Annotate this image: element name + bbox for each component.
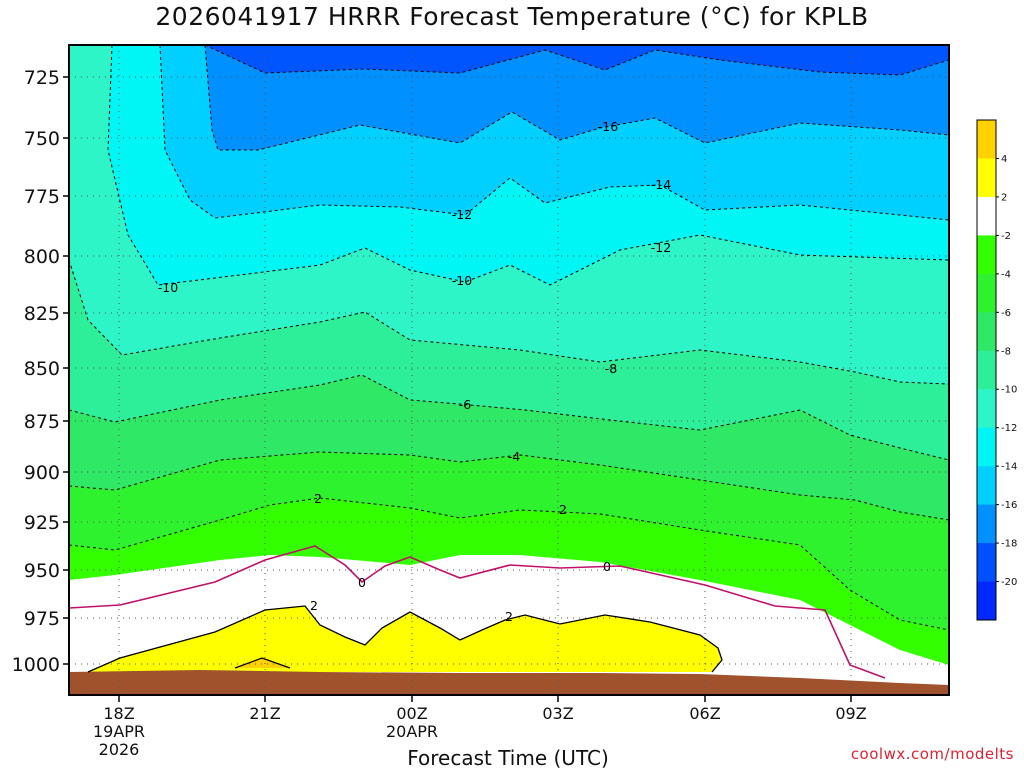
colorbar-label: -8 <box>1001 346 1011 357</box>
y-tick-label: 750 <box>24 128 60 150</box>
colorbar-swatch <box>977 543 996 583</box>
colorbar-swatch <box>977 466 996 506</box>
contour-label: -10 <box>158 280 178 295</box>
y-tick-label: 1000 <box>12 654 60 676</box>
fill-layer <box>69 45 949 695</box>
colorbar-swatch <box>977 389 996 429</box>
y-tick-label: 825 <box>24 303 60 325</box>
colorbar-label: -6 <box>1001 308 1011 319</box>
colorbar-swatch <box>977 581 996 621</box>
colorbar-label: 2 <box>1001 192 1007 203</box>
contour-label: -4 <box>508 449 521 464</box>
contour-label: 2 <box>505 609 513 624</box>
colorbar-label: -2 <box>1001 231 1011 242</box>
contour-label: -8 <box>605 361 618 376</box>
colorbar-frame <box>976 119 997 621</box>
contour-label: -6 <box>459 397 472 412</box>
x-tick-sublabel: 2026 <box>99 740 140 759</box>
freezing-line <box>69 545 886 679</box>
x-tick-label: 06Z <box>689 704 720 723</box>
x-tick-label: 21Z <box>249 704 280 723</box>
y-tick-label: 925 <box>24 512 60 534</box>
contour-line <box>69 497 949 631</box>
contour-label: -14 <box>651 177 671 192</box>
colorbar-swatch <box>977 427 996 467</box>
x-tick-label: 18Z <box>103 704 134 723</box>
y-tick-label: 950 <box>24 560 60 582</box>
colorbar-label: 4 <box>1001 154 1007 165</box>
colorbar-label: -4 <box>1001 269 1011 280</box>
contour-label: 2 <box>314 491 322 506</box>
credit-text: coolwx.com/modelts <box>850 745 1014 763</box>
x-tick-label: 09Z <box>835 704 866 723</box>
contour-label: -10 <box>452 273 472 288</box>
contour-line-plus4 <box>234 657 291 669</box>
y-tick-label: 800 <box>24 246 60 268</box>
y-tick-label: 900 <box>24 462 60 484</box>
contour-line-plus2 <box>87 605 723 673</box>
colorbar: 4 2 -2 -4 -6 -8 -10 -12 -14 -16 -18 -20 <box>976 119 1017 621</box>
contour-line <box>204 45 949 76</box>
colorbar-label: -14 <box>1001 462 1017 473</box>
x-tick-label: 03Z <box>542 704 573 723</box>
dashed-contours <box>69 45 949 631</box>
contour-label: -12 <box>452 207 472 222</box>
contour-labels: -16 -14 -12 -12 -10 -10 -8 -6 -4 2 2 0 0… <box>158 119 671 624</box>
contour-label: 0 <box>603 559 611 574</box>
x-tick-sublabel: 20APR <box>386 722 438 741</box>
colorbar-swatch <box>977 273 996 313</box>
colorbar-label: -16 <box>1001 500 1017 511</box>
colorbar-label: -20 <box>1001 577 1017 588</box>
contour-label: -12 <box>651 240 671 255</box>
fill-band-gold <box>235 658 290 668</box>
contour-line <box>204 45 949 151</box>
y-tick-label: 725 <box>24 67 60 89</box>
contour-label: -16 <box>598 119 618 134</box>
x-tick-sublabel: 19APR <box>93 722 145 741</box>
colorbar-swatch <box>977 158 996 198</box>
contour-label: 0 <box>358 575 366 590</box>
y-tick-label: 850 <box>24 358 60 380</box>
plot-frame <box>68 44 950 696</box>
colorbar-swatch <box>977 504 996 544</box>
contour-line <box>69 451 949 521</box>
contour-line <box>69 374 949 461</box>
contour-line <box>159 45 949 221</box>
colorbar-swatch <box>977 120 996 159</box>
contour-label: 2 <box>559 502 567 517</box>
contour-label: 2 <box>310 598 318 613</box>
grid-lines <box>69 45 949 695</box>
chart-title: 2026041917 HRRR Forecast Temperature (°C… <box>155 2 869 31</box>
y-tick-label: 975 <box>24 608 60 630</box>
x-tick-label: 00Z <box>396 704 427 723</box>
ground-fill <box>69 670 949 695</box>
contour-line <box>107 45 949 286</box>
fill-band-yellow <box>88 606 722 672</box>
colorbar-label: -12 <box>1001 423 1017 434</box>
x-axis-title: Forecast Time (UTC) <box>407 746 609 768</box>
colorbar-label: -10 <box>1001 385 1017 396</box>
colorbar-label: -18 <box>1001 539 1017 550</box>
colorbar-swatch <box>977 312 996 352</box>
colorbar-swatch <box>977 350 996 390</box>
y-axis: 725 750 775 800 825 850 875 900 925 950 975 1000 <box>12 67 69 676</box>
y-tick-label: 875 <box>24 411 60 433</box>
colorbar-swatch <box>977 235 996 275</box>
y-tick-label: 775 <box>24 186 60 208</box>
colorbar-swatch <box>977 196 996 236</box>
contour-line <box>69 259 949 385</box>
